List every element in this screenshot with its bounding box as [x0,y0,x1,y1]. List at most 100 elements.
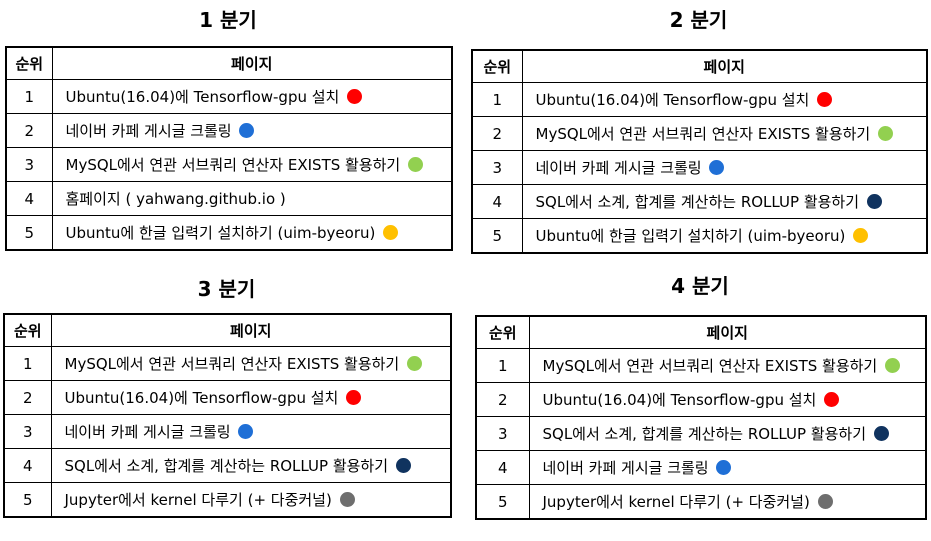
page-title: 네이버 카페 게시글 크롤링 [65,122,232,140]
rank-cell: 4 [3,448,52,483]
table-row: 5 Ubuntu에 한글 입력기 설치하기 (uim-byeoru) [5,215,453,251]
page-header: 페이지 [51,46,453,80]
rank-header: 순위 [475,315,530,349]
page-title: 네이버 카페 게시글 크롤링 [535,159,702,177]
page-cell: Ubuntu(16.04)에 Tensorflow-gpu 설치 [50,380,452,415]
table-row: 4 SQL에서 소계, 합계를 계산하는 ROLLUP 활용하기 [3,448,452,483]
table-row: 1 MySQL에서 연관 서브쿼리 연산자 EXISTS 활용하기 [3,346,452,381]
page-cell: SQL에서 소계, 합계를 계산하는 ROLLUP 활용하기 [521,184,928,219]
gray-dot-icon [817,494,833,509]
table-row: 4 SQL에서 소계, 합계를 계산하는 ROLLUP 활용하기 [471,184,928,219]
page-cell: Jupyter에서 kernel 다루기 (+ 다중커널) [50,482,452,518]
page-cell: MySQL에서 연관 서브쿼리 연산자 EXISTS 활용하기 [51,147,453,182]
page-title: SQL에서 소계, 합계를 계산하는 ROLLUP 활용하기 [535,193,860,211]
rank-header: 순위 [3,313,52,347]
table-row: 2 MySQL에서 연관 서브쿼리 연산자 EXISTS 활용하기 [471,116,928,151]
page-header: 페이지 [521,49,928,83]
rank-cell: 3 [471,150,523,185]
page-title: Ubuntu(16.04)에 Tensorflow-gpu 설치 [65,88,340,106]
page-cell: Ubuntu(16.04)에 Tensorflow-gpu 설치 [521,82,928,117]
table-row: 5 Ubuntu에 한글 입력기 설치하기 (uim-byeoru) [471,218,928,254]
page-title: Ubuntu(16.04)에 Tensorflow-gpu 설치 [535,91,810,109]
table-row: 3 네이버 카페 게시글 크롤링 [471,150,928,185]
page-cell: 네이버 카페 게시글 크롤링 [528,450,927,485]
green-dot-icon [408,157,424,172]
navy-dot-icon [873,426,889,441]
table-row: 3 네이버 카페 게시글 크롤링 [3,414,452,449]
page-title: 네이버 카페 게시글 크롤링 [542,459,709,477]
page-cell: 네이버 카페 게시글 크롤링 [521,150,928,185]
red-dot-icon [347,89,363,104]
rank-cell: 3 [475,416,530,451]
page-title: Jupyter에서 kernel 다루기 (+ 다중커널) [64,491,332,509]
page-title: 홈페이지 ( yahwang.github.io ) [65,190,286,208]
green-dot-icon [407,356,423,371]
quarter-2-section: 2 분기 순위 페이지 1 Ubuntu(16.04)에 Tensorflow-g… [471,6,928,258]
quarter-title: 2 분기 [669,8,728,32]
page-title: 네이버 카페 게시글 크롤링 [64,423,231,441]
table-row: 3 MySQL에서 연관 서브쿼리 연산자 EXISTS 활용하기 [5,147,453,182]
yellow-dot-icon [383,225,399,240]
table-row: 2 네이버 카페 게시글 크롤링 [5,113,453,148]
table-header-row: 순위 페이지 [3,313,452,347]
rank-cell: 2 [475,382,530,417]
page-cell: 홈페이지 ( yahwang.github.io ) [51,181,453,216]
quarter-1-section: 1 분기 순위 페이지 1 Ubuntu(16.04)에 Tensorflow-g… [5,6,453,258]
red-dot-icon [817,92,833,107]
page-title: Ubuntu에 한글 입력기 설치하기 (uim-byeoru) [535,227,846,245]
rank-header: 순위 [5,46,53,80]
table-row: 2 Ubuntu(16.04)에 Tensorflow-gpu 설치 [475,382,927,417]
table-row: 5 Jupyter에서 kernel 다루기 (+ 다중커널) [475,484,927,520]
rank-cell: 5 [475,484,530,520]
page-cell: SQL에서 소계, 합계를 계산하는 ROLLUP 활용하기 [528,416,927,451]
rank-header: 순위 [471,49,523,83]
page-header: 페이지 [50,313,452,347]
page-cell: Ubuntu에 한글 입력기 설치하기 (uim-byeoru) [51,215,453,251]
page-title: MySQL에서 연관 서브쿼리 연산자 EXISTS 활용하기 [542,357,878,375]
page-cell: MySQL에서 연관 서브쿼리 연산자 EXISTS 활용하기 [528,348,927,383]
rank-cell: 4 [5,181,53,216]
ranking-table: 순위 페이지 1 Ubuntu(16.04)에 Tensorflow-gpu 설치… [471,49,928,254]
rank-cell: 2 [5,113,53,148]
table-header-row: 순위 페이지 [475,315,927,349]
rank-cell: 1 [475,348,530,383]
table-row: 2 Ubuntu(16.04)에 Tensorflow-gpu 설치 [3,380,452,415]
rank-cell: 3 [3,414,52,449]
table-header-row: 순위 페이지 [471,49,928,83]
page-title: SQL에서 소계, 합계를 계산하는 ROLLUP 활용하기 [64,457,389,475]
navy-dot-icon [395,458,411,473]
table-header-row: 순위 페이지 [5,46,453,80]
ranking-table: 순위 페이지 1 MySQL에서 연관 서브쿼리 연산자 EXISTS 활용하기 … [475,315,927,520]
page-title: MySQL에서 연관 서브쿼리 연산자 EXISTS 활용하기 [65,156,401,174]
page-cell: MySQL에서 연관 서브쿼리 연산자 EXISTS 활용하기 [50,346,452,381]
rank-cell: 5 [471,218,523,254]
rank-cell: 3 [5,147,53,182]
table-row: 3 SQL에서 소계, 합계를 계산하는 ROLLUP 활용하기 [475,416,927,451]
table-row: 1 Ubuntu(16.04)에 Tensorflow-gpu 설치 [471,82,928,117]
red-dot-icon [824,392,840,407]
blue-dot-icon [716,460,732,475]
green-dot-icon [878,126,894,141]
ranking-table: 순위 페이지 1 Ubuntu(16.04)에 Tensorflow-gpu 설치… [5,46,453,251]
blue-dot-icon [239,123,255,138]
rank-cell: 2 [471,116,523,151]
page-cell: 네이버 카페 게시글 크롤링 [50,414,452,449]
rank-cell: 4 [475,450,530,485]
page-title: MySQL에서 연관 서브쿼리 연산자 EXISTS 활용하기 [64,355,400,373]
yellow-dot-icon [853,228,869,243]
page-title: SQL에서 소계, 합계를 계산하는 ROLLUP 활용하기 [542,425,867,443]
table-row: 5 Jupyter에서 kernel 다루기 (+ 다중커널) [3,482,452,518]
rank-cell: 1 [3,346,52,381]
table-row: 1 MySQL에서 연관 서브쿼리 연산자 EXISTS 활용하기 [475,348,927,383]
quarter-title: 3 분기 [197,277,256,301]
page-cell: Jupyter에서 kernel 다루기 (+ 다중커널) [528,484,927,520]
page-cell: 네이버 카페 게시글 크롤링 [51,113,453,148]
page-title: Jupyter에서 kernel 다루기 (+ 다중커널) [542,493,810,511]
navy-dot-icon [866,194,882,209]
quarter-4-section: 4 분기 순위 페이지 1 MySQL에서 연관 서브쿼리 연산자 EXISTS … [475,272,927,524]
page-cell: Ubuntu에 한글 입력기 설치하기 (uim-byeoru) [521,218,928,254]
gray-dot-icon [339,492,355,507]
blue-dot-icon [709,160,725,175]
rank-cell: 5 [3,482,52,518]
table-row: 4 네이버 카페 게시글 크롤링 [475,450,927,485]
